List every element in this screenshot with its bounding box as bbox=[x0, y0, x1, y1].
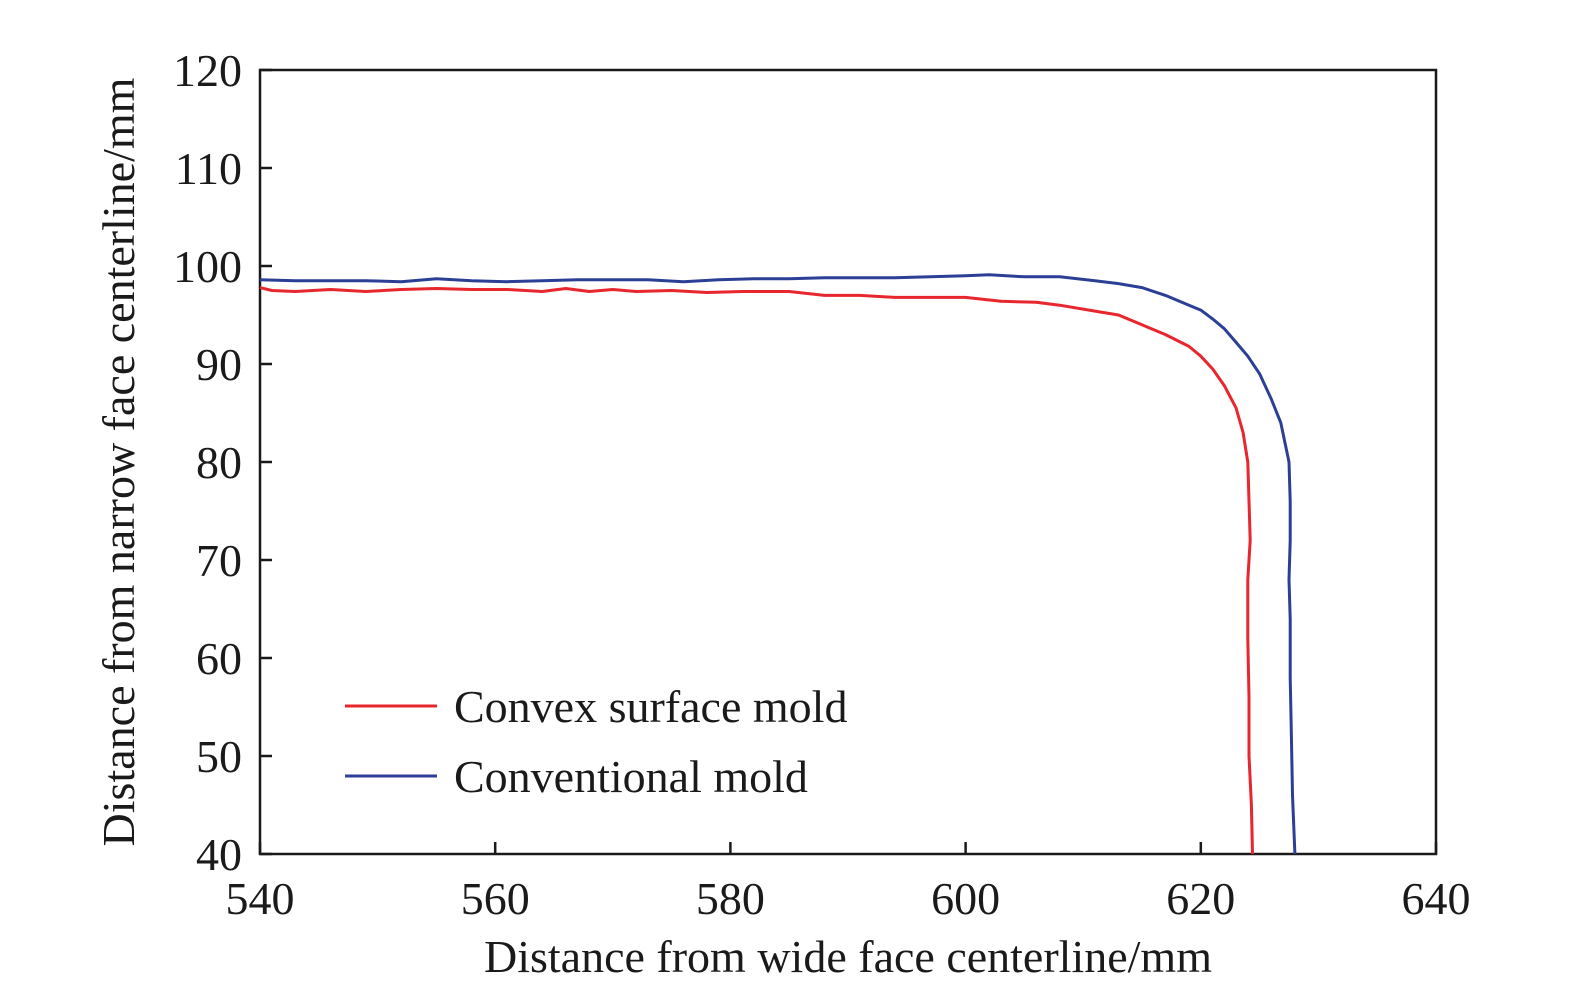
x-tick-label: 540 bbox=[226, 873, 295, 924]
y-tick-label: 70 bbox=[196, 535, 242, 586]
x-tick-label: 600 bbox=[931, 873, 1000, 924]
y-tick-label: 100 bbox=[173, 241, 242, 292]
x-tick-label: 580 bbox=[696, 873, 765, 924]
x-tick-label: 620 bbox=[1166, 873, 1235, 924]
x-axis-ticks: 540 560 580 600 620 640 bbox=[226, 842, 1471, 924]
y-tick-label: 50 bbox=[196, 731, 242, 782]
series-line-1 bbox=[259, 286, 1254, 855]
y-tick-label: 110 bbox=[175, 143, 242, 194]
plot-frame bbox=[258, 68, 1438, 856]
y-axis-ticks: 40 50 60 70 80 90 100 110 120 bbox=[173, 45, 272, 880]
y-tick-label: 60 bbox=[196, 633, 242, 684]
y-axis-title: Distance from narrow face centerline/mm bbox=[93, 77, 144, 846]
series-line-2 bbox=[259, 273, 1297, 855]
y-tick-label: 120 bbox=[173, 45, 242, 96]
x-tick-label: 640 bbox=[1402, 873, 1471, 924]
series-layer bbox=[259, 273, 1297, 855]
y-tick-label: 80 bbox=[196, 437, 242, 488]
y-tick-label: 90 bbox=[196, 339, 242, 390]
legend: Convex surface mold Conventional mold bbox=[345, 681, 847, 802]
legend-label-1: Convex surface mold bbox=[454, 681, 847, 732]
legend-label-2: Conventional mold bbox=[454, 751, 808, 802]
y-tick-label: 40 bbox=[196, 829, 242, 880]
x-axis-title: Distance from wide face centerline/mm bbox=[484, 931, 1212, 982]
x-tick-label: 560 bbox=[461, 873, 530, 924]
